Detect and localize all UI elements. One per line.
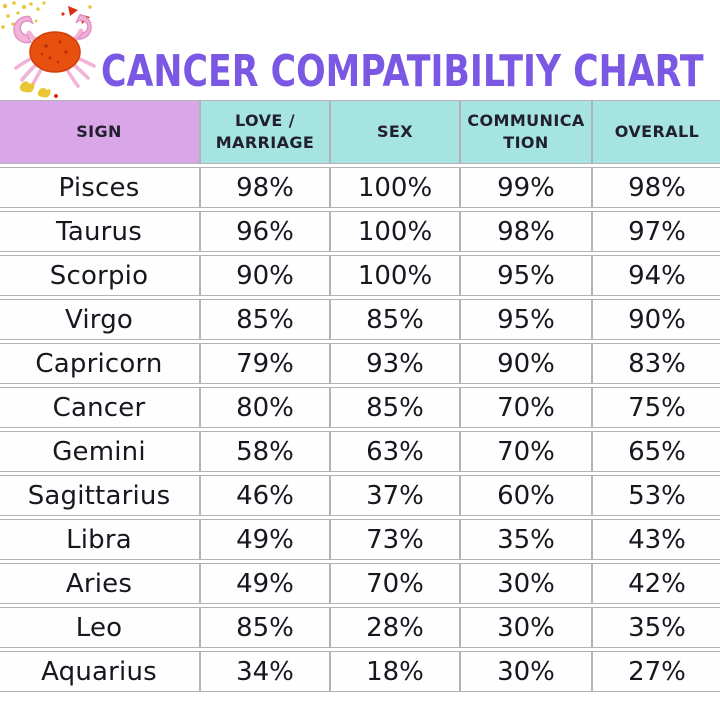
table-header: SIGN LOVE / MARRIAGE SEX COMMUNICA TION …	[0, 100, 720, 164]
sign-name-cell: Pisces	[0, 167, 200, 208]
overall-cell: 53%	[592, 475, 720, 516]
sex-cell: 85%	[330, 299, 460, 340]
overall-cell: 75%	[592, 387, 720, 428]
love-marriage-cell: 79%	[200, 343, 330, 384]
sex-cell: 18%	[330, 651, 460, 692]
love-marriage-cell: 34%	[200, 651, 330, 692]
confetti-yellow-blobs	[19, 81, 58, 98]
sign-name-cell: Virgo	[0, 299, 200, 340]
sex-cell: 70%	[330, 563, 460, 604]
overall-cell: 94%	[592, 255, 720, 296]
col-header-overall-label: OVERALL	[614, 122, 700, 142]
table-row: Aries 49% 70% 30% 42%	[0, 563, 720, 604]
communication-cell: 98%	[460, 211, 592, 252]
col-header-comm-line1: COMMUNICA	[467, 111, 585, 131]
sign-name-cell: Sagittarius	[0, 475, 200, 516]
love-marriage-cell: 46%	[200, 475, 330, 516]
love-marriage-cell: 96%	[200, 211, 330, 252]
communication-cell: 60%	[460, 475, 592, 516]
table-row: Sagittarius 46% 37% 60% 53%	[0, 475, 720, 516]
table-row: Cancer 80% 85% 70% 75%	[0, 387, 720, 428]
table-body: Pisces 98% 100% 99% 98% Taurus 96% 100% …	[0, 167, 720, 692]
header-row: SIGN LOVE / MARRIAGE SEX COMMUNICA TION …	[0, 100, 720, 164]
love-marriage-cell: 49%	[200, 563, 330, 604]
overall-cell: 27%	[592, 651, 720, 692]
table-row: Aquarius 34% 18% 30% 27%	[0, 651, 720, 692]
compatibility-table: SIGN LOVE / MARRIAGE SEX COMMUNICA TION …	[0, 97, 720, 695]
crab-body-markings	[40, 40, 68, 64]
sign-name-cell: Capricorn	[0, 343, 200, 384]
col-header-sign: SIGN	[0, 100, 200, 164]
col-header-sign-label: SIGN	[76, 122, 122, 142]
confetti-yellow-dots	[1, 1, 46, 29]
communication-cell: 35%	[460, 519, 592, 560]
overall-cell: 98%	[592, 167, 720, 208]
crab-claws	[13, 14, 92, 44]
sex-cell: 100%	[330, 211, 460, 252]
communication-cell: 30%	[460, 607, 592, 648]
cancer-crab-icon	[1, 1, 96, 98]
love-marriage-cell: 85%	[200, 607, 330, 648]
sex-cell: 37%	[330, 475, 460, 516]
communication-cell: 90%	[460, 343, 592, 384]
col-header-comm-line2: TION	[503, 133, 549, 152]
col-header-love-line1: LOVE /	[235, 111, 295, 131]
col-header-communication: COMMUNICA TION	[460, 100, 592, 164]
table-row: Capricorn 79% 93% 90% 83%	[0, 343, 720, 384]
overall-cell: 83%	[592, 343, 720, 384]
overall-cell: 65%	[592, 431, 720, 472]
sign-name-cell: Aries	[0, 563, 200, 604]
col-header-sex: SEX	[330, 100, 460, 164]
sign-name-cell: Scorpio	[0, 255, 200, 296]
table-row: Leo 85% 28% 30% 35%	[0, 607, 720, 648]
table-row: Taurus 96% 100% 98% 97%	[0, 211, 720, 252]
communication-cell: 70%	[460, 387, 592, 428]
table-row: Libra 49% 73% 35% 43%	[0, 519, 720, 560]
sign-name-cell: Gemini	[0, 431, 200, 472]
sex-cell: 28%	[330, 607, 460, 648]
col-header-love-marriage: LOVE / MARRIAGE	[200, 100, 330, 164]
sign-name-cell: Aquarius	[0, 651, 200, 692]
col-header-overall: OVERALL	[592, 100, 720, 164]
love-marriage-cell: 90%	[200, 255, 330, 296]
table-row: Gemini 58% 63% 70% 65%	[0, 431, 720, 472]
love-marriage-cell: 58%	[200, 431, 330, 472]
sign-name-cell: Libra	[0, 519, 200, 560]
overall-cell: 35%	[592, 607, 720, 648]
sex-cell: 93%	[330, 343, 460, 384]
communication-cell: 30%	[460, 563, 592, 604]
page-title: CANCER COMPATIBILTIY CHART	[101, 46, 704, 97]
overall-cell: 97%	[592, 211, 720, 252]
communication-cell: 99%	[460, 167, 592, 208]
communication-cell: 95%	[460, 299, 592, 340]
sex-cell: 63%	[330, 431, 460, 472]
love-marriage-cell: 98%	[200, 167, 330, 208]
love-marriage-cell: 80%	[200, 387, 330, 428]
overall-cell: 42%	[592, 563, 720, 604]
sex-cell: 100%	[330, 255, 460, 296]
table-row: Scorpio 90% 100% 95% 94%	[0, 255, 720, 296]
communication-cell: 70%	[460, 431, 592, 472]
col-header-sex-label: SEX	[377, 122, 413, 142]
sign-name-cell: Leo	[0, 607, 200, 648]
love-marriage-cell: 49%	[200, 519, 330, 560]
crab-illustration	[0, 0, 140, 100]
overall-cell: 43%	[592, 519, 720, 560]
communication-cell: 30%	[460, 651, 592, 692]
love-marriage-cell: 85%	[200, 299, 330, 340]
sex-cell: 73%	[330, 519, 460, 560]
table-row: Pisces 98% 100% 99% 98%	[0, 167, 720, 208]
col-header-love-line2: MARRIAGE	[215, 133, 315, 152]
overall-cell: 90%	[592, 299, 720, 340]
sign-name-cell: Taurus	[0, 211, 200, 252]
table-row: Virgo 85% 85% 95% 90%	[0, 299, 720, 340]
sex-cell: 100%	[330, 167, 460, 208]
sex-cell: 85%	[330, 387, 460, 428]
sign-name-cell: Cancer	[0, 387, 200, 428]
crab-body	[29, 31, 81, 73]
communication-cell: 95%	[460, 255, 592, 296]
